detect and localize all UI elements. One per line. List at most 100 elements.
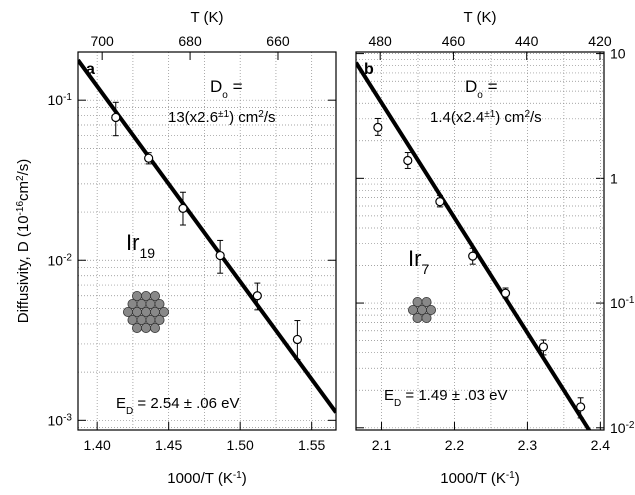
energy-label: ED = 2.54 ± .06 eV xyxy=(116,395,239,417)
cluster-atom xyxy=(421,296,432,307)
cluster-atom xyxy=(149,290,160,301)
data-point xyxy=(178,203,188,213)
d0-value: 1.4(x2.4±1) cm2/s xyxy=(430,109,542,127)
t: 13(x2.6 xyxy=(168,109,218,126)
x2-tick-label: 460 xyxy=(442,33,466,49)
t: E xyxy=(116,395,126,412)
cluster-atom xyxy=(158,306,169,317)
t: ) cm xyxy=(229,109,258,126)
t: 19 xyxy=(139,245,155,261)
x2-axis-label: T (K) xyxy=(463,9,496,26)
x2-tick-label: 440 xyxy=(515,33,539,49)
cluster-label: Ir7 xyxy=(408,246,429,277)
t: -16 xyxy=(15,201,26,216)
plot-frame xyxy=(77,51,337,431)
x-tick-label: 2.1 xyxy=(372,437,392,453)
x-tick-label: 1.55 xyxy=(298,437,325,453)
t: = xyxy=(483,77,498,96)
y-tick-label: 1 xyxy=(610,170,618,186)
t: ) cm xyxy=(495,109,524,126)
t: D xyxy=(394,398,401,409)
data-point xyxy=(373,122,383,133)
x-tick-label: 1.45 xyxy=(155,437,182,453)
t: 1000/T (K xyxy=(167,470,233,487)
t: 2 xyxy=(524,109,530,120)
x-tick-label: 1.50 xyxy=(227,437,254,453)
t: o xyxy=(477,90,483,101)
data-point xyxy=(576,402,586,412)
t: D xyxy=(126,406,133,417)
plot-frame xyxy=(355,51,605,431)
x-axis-label: 1000/T (K-1) xyxy=(440,470,520,488)
d0-value: 13(x2.6±1) cm2/s xyxy=(168,109,276,127)
x2-tick-label: 480 xyxy=(368,33,392,49)
y-tick-label: 10-1 xyxy=(48,92,73,109)
cluster-atom xyxy=(140,322,151,333)
t: = 1.49 ± .03 eV xyxy=(401,387,507,404)
t: 1.4(x2.4 xyxy=(430,109,484,126)
x2-axis-label: T (K) xyxy=(190,9,223,26)
panel-label: b xyxy=(364,61,374,78)
data-point xyxy=(252,291,262,301)
data-point xyxy=(435,197,445,207)
t: Diffusivity, D (10 xyxy=(15,215,32,323)
t: 1000/T (K xyxy=(440,470,506,487)
data-point xyxy=(538,342,549,352)
x-tick-label: 2.3 xyxy=(518,437,538,453)
t: /s xyxy=(264,109,276,126)
data-point xyxy=(144,153,154,163)
t: D xyxy=(210,77,222,96)
y-tick-label: 10-2 xyxy=(48,252,73,269)
t: /s) xyxy=(15,159,32,176)
t: = xyxy=(228,77,243,96)
x-axis-label: 1000/T (K-1) xyxy=(167,470,247,488)
y-tick-label: 10-1 xyxy=(610,295,635,312)
d0-label: Do = xyxy=(465,77,498,101)
y-tick-label: 10-3 xyxy=(48,412,73,429)
t: -1 xyxy=(233,470,242,481)
energy-label: ED = 1.49 ± .03 eV xyxy=(384,387,507,409)
y-axis-label: Diffusivity, D (10-16cm2/s) xyxy=(15,159,33,324)
data-point xyxy=(111,112,121,123)
t: 7 xyxy=(421,261,429,277)
data-point xyxy=(215,250,225,261)
t: 2 xyxy=(258,109,264,120)
t: = 2.54 ± .06 eV xyxy=(133,395,239,412)
t: cm xyxy=(15,181,32,201)
t: Ir xyxy=(408,246,421,271)
cluster-atom xyxy=(154,314,165,325)
cluster-atom xyxy=(412,312,423,323)
panel-label: a xyxy=(86,61,95,78)
t: 2 xyxy=(15,175,26,181)
x2-tick-label: 420 xyxy=(588,33,612,49)
t: E xyxy=(384,387,394,404)
cluster-atom xyxy=(149,322,160,333)
data-point xyxy=(468,251,478,261)
t: o xyxy=(222,90,228,101)
cluster-atom xyxy=(131,322,142,333)
y-tick-label: 10 xyxy=(610,46,626,62)
t: ±1 xyxy=(484,109,495,120)
t: D xyxy=(465,77,477,96)
y-tick-label: 10-2 xyxy=(610,419,635,436)
cluster-atom xyxy=(421,312,432,323)
cluster-atom xyxy=(154,298,165,309)
data-point xyxy=(403,155,413,166)
x2-tick-label: 680 xyxy=(178,33,202,49)
x2-tick-label: 700 xyxy=(90,33,114,49)
x2-tick-label: 660 xyxy=(266,33,290,49)
t: Ir xyxy=(126,230,139,255)
t: /s xyxy=(530,109,542,126)
t: -1 xyxy=(506,470,515,481)
fit-line xyxy=(356,61,592,430)
x-tick-label: 2.2 xyxy=(445,437,465,453)
data-point xyxy=(292,334,302,345)
cluster-atom xyxy=(425,304,436,315)
t: ) xyxy=(515,470,520,487)
x-tick-label: 1.40 xyxy=(84,437,111,453)
x-tick-label: 2.4 xyxy=(591,437,611,453)
t: ±1 xyxy=(218,109,229,120)
fit-line xyxy=(78,58,336,414)
